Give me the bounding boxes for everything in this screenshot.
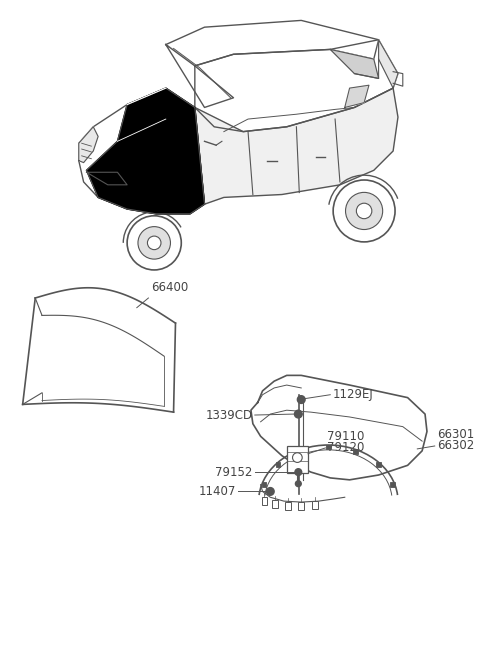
Bar [390,482,395,487]
Text: 79152: 79152 [216,466,253,479]
Polygon shape [345,85,369,107]
Circle shape [356,203,372,219]
Circle shape [138,227,170,259]
Text: 1339CD: 1339CD [206,409,253,422]
Circle shape [294,410,302,418]
Circle shape [295,481,301,487]
Text: 79110: 79110 [327,430,365,443]
Polygon shape [79,88,204,214]
Bar [276,462,280,467]
Circle shape [295,469,302,476]
Bar [312,501,318,509]
Circle shape [298,396,305,403]
Circle shape [333,180,395,242]
Text: 11407: 11407 [199,485,237,498]
Text: 1129EJ: 1129EJ [332,388,373,402]
Polygon shape [79,127,98,162]
Bar [285,502,290,510]
Circle shape [292,453,302,462]
Polygon shape [195,88,398,204]
Polygon shape [251,375,427,480]
Text: 66302: 66302 [437,439,474,452]
Bar [353,449,358,454]
Polygon shape [166,45,234,107]
Polygon shape [86,88,204,214]
Bar [326,445,331,449]
Bar [299,449,303,454]
Circle shape [147,236,161,250]
Bar [287,446,308,473]
Polygon shape [195,40,398,132]
Circle shape [266,487,274,495]
Circle shape [346,193,383,229]
Polygon shape [330,49,379,79]
Bar [272,500,278,508]
Polygon shape [166,20,379,66]
Polygon shape [379,40,398,88]
Text: 66301: 66301 [437,428,474,441]
Text: 66400: 66400 [151,281,189,294]
Bar [299,502,304,510]
Circle shape [127,215,181,270]
Bar [376,462,381,467]
Bar [262,497,267,505]
Bar [262,482,266,487]
Text: 79120: 79120 [327,441,365,454]
